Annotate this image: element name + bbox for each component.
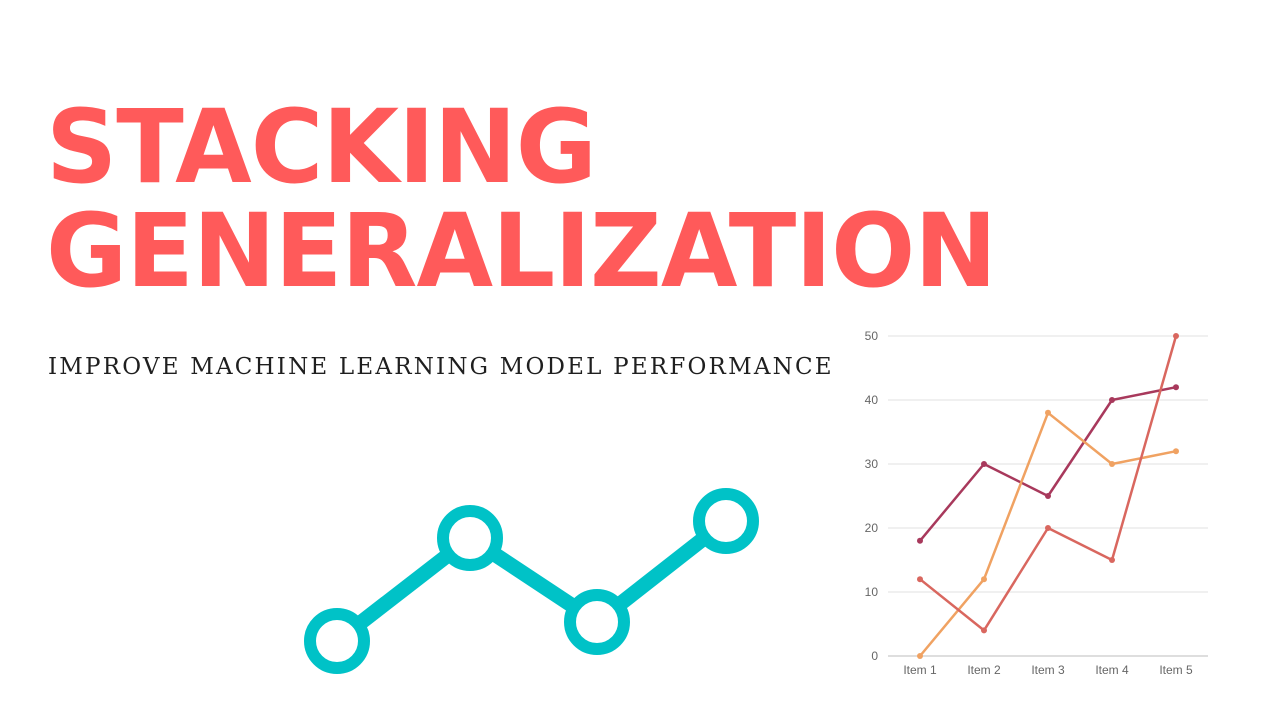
y-tick-label: 10	[865, 585, 879, 599]
x-tick-label: Item 2	[967, 663, 1001, 677]
decoration-node	[304, 608, 370, 674]
page-title: STACKING GENERALIZATION	[46, 88, 997, 311]
decoration-line	[329, 513, 734, 649]
y-tick-label: 50	[865, 329, 879, 343]
x-tick-label: Item 1	[903, 663, 937, 677]
y-tick-label: 40	[865, 393, 879, 407]
data-point	[1173, 384, 1179, 391]
y-tick-label: 0	[871, 649, 878, 663]
data-point	[1173, 448, 1179, 455]
data-point	[1045, 493, 1051, 499]
data-point	[1045, 525, 1051, 531]
data-point	[917, 537, 923, 544]
data-point	[917, 653, 923, 659]
x-tick-label: Item 5	[1159, 663, 1193, 677]
data-point	[1109, 461, 1115, 467]
line-chart: 0 10 20 30 40 50 Item 1 Item 2 Item 3 Item 4 Item …	[865, 329, 1208, 677]
series-line	[919, 335, 1178, 632]
decoration-node	[437, 505, 503, 571]
data-point	[981, 627, 987, 634]
data-point	[1045, 409, 1051, 416]
x-tick-label: Item 3	[1031, 663, 1065, 677]
title-line-1: STACKING	[46, 88, 597, 207]
line-graph-icon	[304, 488, 759, 674]
x-tick-label: Item 4	[1095, 663, 1129, 677]
decoration-node	[564, 589, 630, 655]
decoration-node	[693, 488, 759, 554]
title-line-2: GENERALIZATION	[46, 192, 997, 311]
data-point	[917, 576, 923, 583]
data-point	[1173, 333, 1179, 339]
data-point	[1109, 557, 1115, 563]
y-tick-label: 20	[865, 521, 879, 535]
subtitle: IMPROVE MACHINE LEARNING MODEL PERFORMAN…	[48, 354, 834, 380]
series-line	[919, 411, 1177, 657]
data-point	[981, 461, 987, 467]
y-tick-label: 30	[865, 457, 879, 471]
data-point	[981, 576, 987, 583]
data-point	[1109, 397, 1115, 403]
